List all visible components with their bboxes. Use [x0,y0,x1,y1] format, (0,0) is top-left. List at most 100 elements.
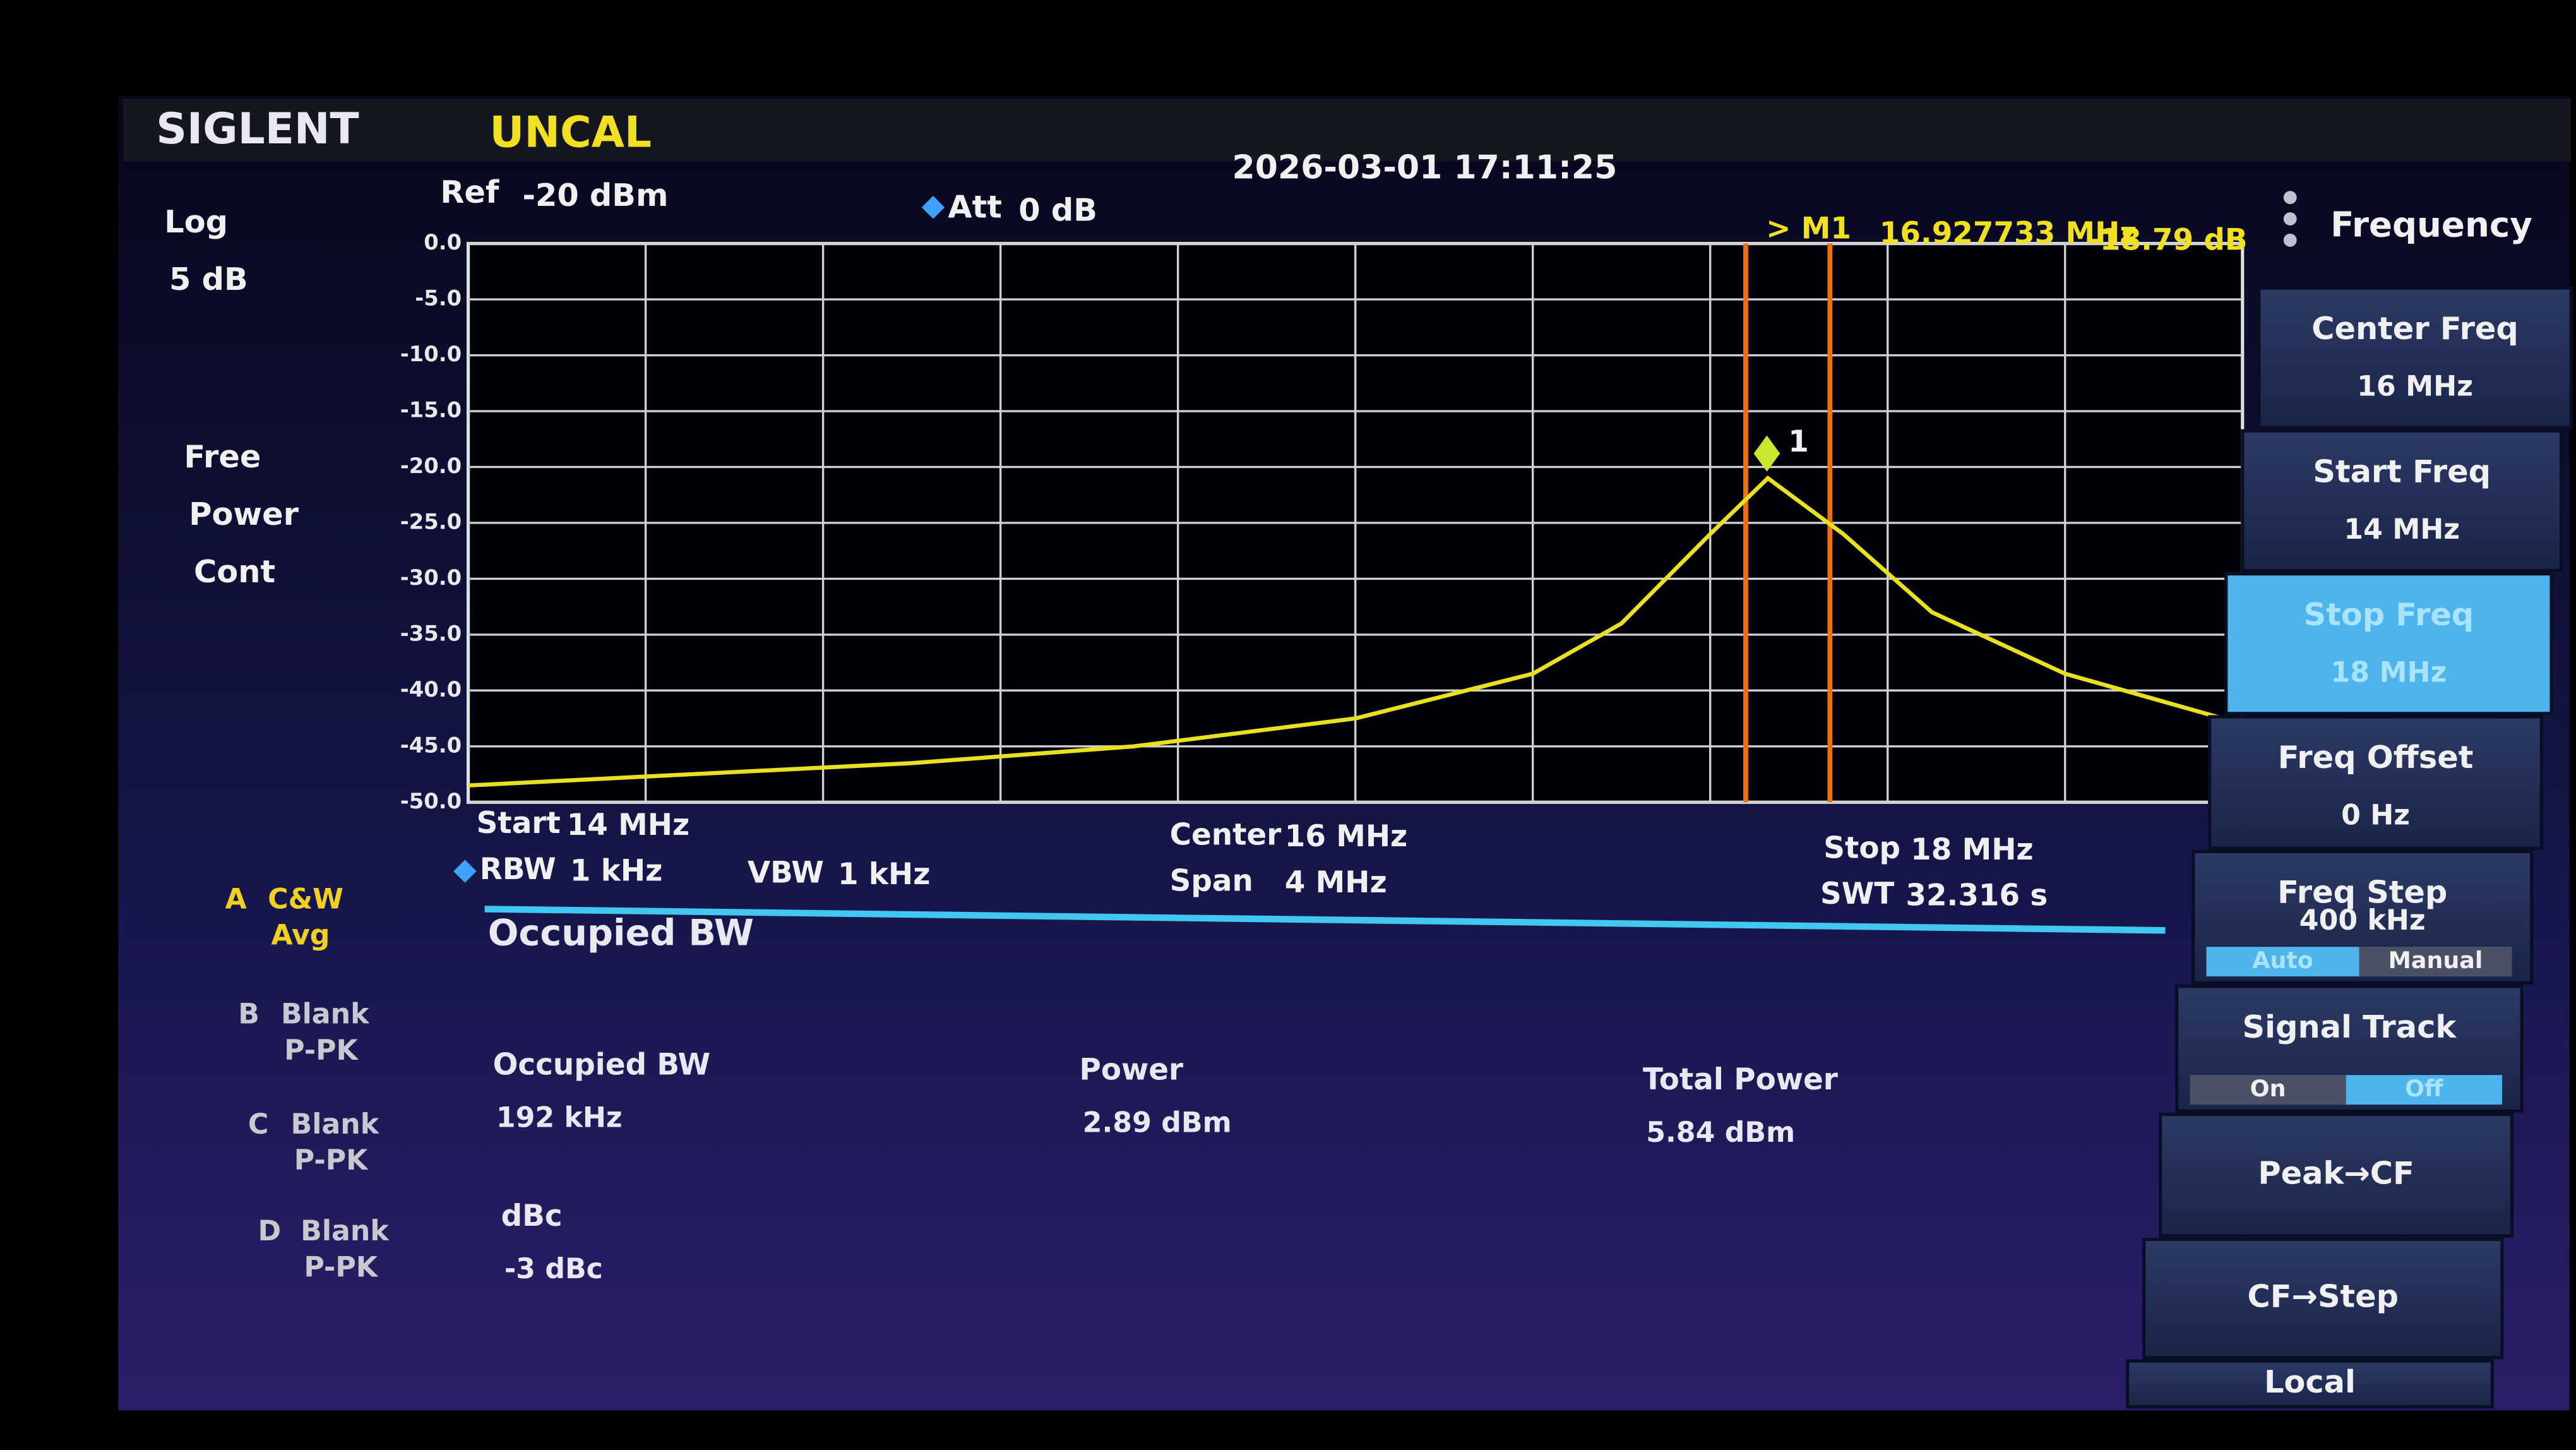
softkey[interactable] [2126,1359,2494,1409]
trace-line: Avg [271,920,330,952]
measurement-value: 192 kHz [496,1101,623,1134]
trace-letter: B [238,998,259,1031]
trace-line: P-PK [294,1144,369,1177]
y-tick-label: -20.0 [400,453,462,478]
softkey-value: 16 MHz [2357,371,2473,403]
scale-div: 5 dB [169,261,248,297]
brand: SIGLENT [156,104,359,153]
marker-prefix: > M1 [1766,212,1851,246]
rbw-label: RBW [480,853,556,887]
trace-letter: D [258,1215,282,1247]
header-bar [123,99,2572,162]
softkey-label: Peak→CF [2258,1154,2414,1191]
marker-id: 1 [1788,425,1809,459]
toggle-label: Auto [2252,947,2313,974]
mode-line: Cont [194,553,275,590]
softkey-value: 14 MHz [2344,513,2460,546]
trace-letter: C [248,1108,268,1141]
trace [468,475,2243,788]
vbw-value: 1 kHz [838,858,930,892]
trace-letter: A [225,883,246,915]
measurement-title: Occupied BW [488,913,754,954]
softkey[interactable] [2241,429,2563,573]
marker-level: -18.79 dB [2088,224,2248,258]
y-tick-label: 0.0 [424,230,462,255]
softkey-value: 18 MHz [2331,656,2447,688]
marker [1753,435,1780,472]
mode-line: Power [189,496,299,532]
softkey-label: Signal Track [2243,1009,2457,1045]
vbw-label: VBW [748,856,824,890]
softkey[interactable] [2142,1237,2504,1360]
softkey-label: Freq Offset [2278,739,2474,776]
ref-label: Ref [440,174,499,210]
softkey-label: Center Freq [2311,310,2519,347]
y-tick-label: -15.0 [400,398,462,422]
start-value: 14 MHz [567,808,690,842]
toggle-option[interactable] [2190,1075,2346,1105]
rbw-value: 1 kHz [570,854,662,889]
y-tick-label: -5.0 [415,286,462,311]
marker-freq: 16.927733 MHz [1880,217,2137,251]
center-label: Center [1170,818,1282,852]
trace-line: Blank [281,998,370,1031]
toggle-option[interactable] [2206,947,2359,977]
att-value: 0 dB [1018,192,1097,229]
toggle-label: Manual [2388,947,2483,974]
span-value: 4 MHz [1285,866,1387,900]
y-tick-label: -40.0 [400,677,462,702]
measurement-value: 2.89 dBm [1083,1106,1232,1139]
softkey-label: Freq Step [2277,874,2447,911]
menu-dot [2283,233,2297,247]
softkey-value: 0 Hz [2341,800,2410,832]
softkey-label: CF→Step [2248,1278,2399,1315]
stop-label: Stop [1823,831,1900,865]
menu-dot [2283,212,2297,225]
att-diamond [921,196,945,219]
trace-line: P-PK [284,1034,359,1067]
scale-type: Log [164,203,228,240]
ref-value: -20 dBm [522,177,668,213]
softkey-label: Stop Freq [2304,596,2474,633]
measurement-label: Total Power [1643,1063,1838,1097]
trace-line: Blank [301,1215,390,1247]
measurement-label: dBc [501,1199,563,1233]
swt-value: 32.316 s [1905,879,2048,913]
status: UNCAL [489,107,652,157]
softkey[interactable] [2208,715,2543,850]
menu-dot [2283,191,2297,205]
y-tick-label: -10.0 [400,342,462,366]
softkey-label: Local [2264,1363,2356,1400]
start-label: Start [477,806,561,841]
measurement-label: Occupied BW [493,1048,711,1082]
y-tick-label: -50.0 [400,789,462,813]
softkey[interactable] [2257,286,2573,429]
datetime: 2026-03-01 17:11:25 [1232,149,1618,187]
softkey-label: Start Freq [2313,453,2491,489]
trace-line: C&W [268,883,343,915]
toggle-option[interactable] [2359,947,2512,977]
toggle-label: Off [2405,1075,2443,1102]
trace-line: Blank [291,1108,380,1141]
stop-value: 18 MHz [1911,833,2034,867]
softkey-value: 400 kHz [2299,904,2426,937]
mode-line: Free [184,438,261,475]
y-tick-label: -45.0 [400,733,462,757]
center-value: 16 MHz [1285,820,1408,854]
measurement-value: 5.84 dBm [1646,1117,1795,1149]
y-tick-label: -30.0 [400,565,462,590]
att-label: Att [948,188,1002,225]
divider [484,906,2166,934]
toggle-option[interactable] [2346,1075,2502,1105]
softkey[interactable] [2224,572,2553,716]
y-tick-label: -25.0 [400,509,462,534]
y-tick-label: -35.0 [400,621,462,645]
softkey-title: Frequency [2330,205,2532,245]
swt-label: SWT [1820,877,1894,911]
measurement-label: Power [1080,1053,1184,1088]
toggle-label: On [2250,1075,2286,1102]
measurement-value: -3 dBc [504,1253,603,1285]
softkey[interactable] [2159,1113,2514,1238]
